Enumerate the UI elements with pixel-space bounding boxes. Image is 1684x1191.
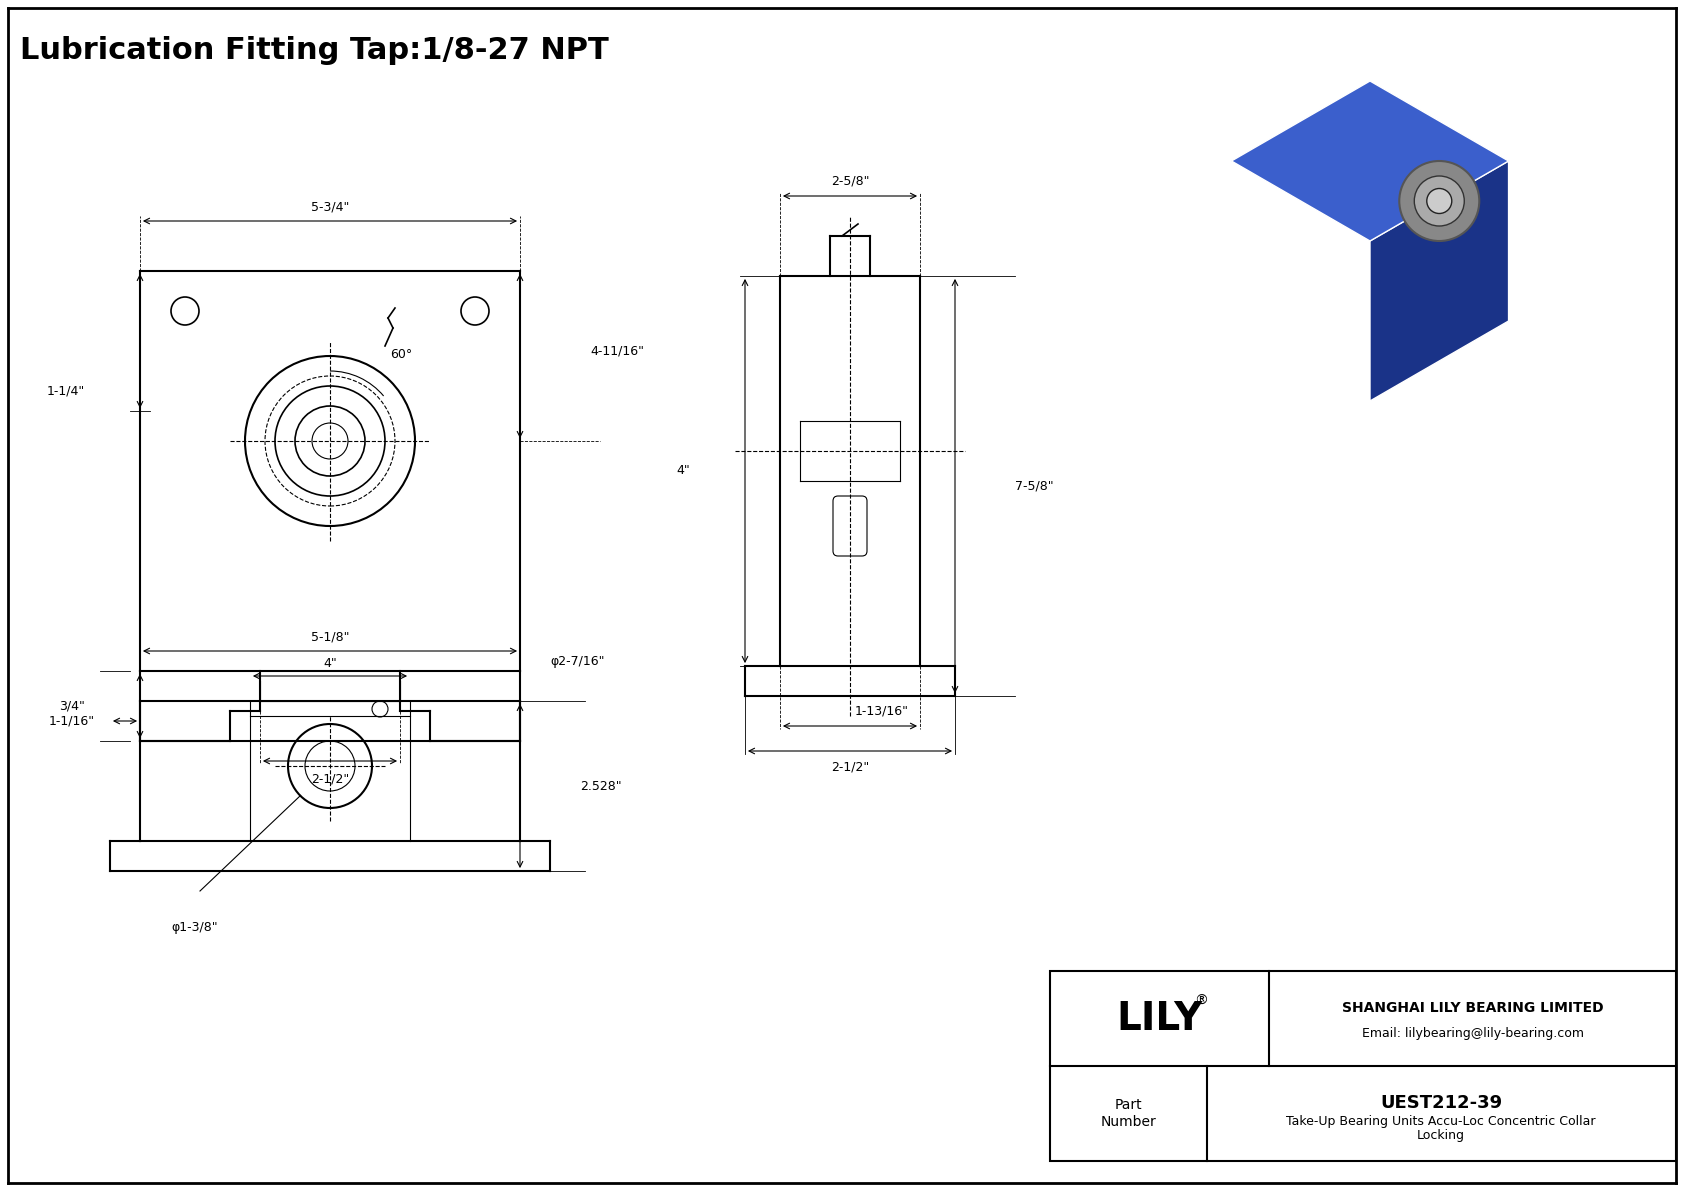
Text: ®: ® [1194, 993, 1209, 1008]
Text: 1-13/16": 1-13/16" [855, 705, 909, 718]
Text: 5-1/8": 5-1/8" [312, 630, 349, 643]
Text: Email: lilybearing@lily-bearing.com: Email: lilybearing@lily-bearing.com [1362, 1027, 1583, 1040]
Ellipse shape [1415, 176, 1465, 226]
Text: 1-1/16": 1-1/16" [49, 715, 94, 728]
Text: 2-1/2": 2-1/2" [830, 761, 869, 774]
Text: LILY: LILY [1116, 999, 1202, 1037]
Text: 2-1/2": 2-1/2" [312, 773, 349, 786]
Text: Take-Up Bearing Units Accu-Loc Concentric Collar
Locking: Take-Up Bearing Units Accu-Loc Concentri… [1287, 1115, 1596, 1142]
Text: 4": 4" [677, 464, 690, 478]
Polygon shape [1371, 81, 1509, 322]
Text: Part
Number: Part Number [1100, 1098, 1157, 1129]
Bar [1051, 971, 1676, 1161]
Text: φ2-7/16": φ2-7/16" [551, 655, 605, 667]
Polygon shape [1371, 161, 1509, 401]
Text: UEST212-39: UEST212-39 [1381, 1095, 1502, 1112]
Polygon shape [1231, 81, 1509, 241]
Text: φ1-3/8": φ1-3/8" [172, 921, 219, 934]
Text: Lubrication Fitting Tap:1/8-27 NPT: Lubrication Fitting Tap:1/8-27 NPT [20, 36, 608, 66]
Text: 4-11/16": 4-11/16" [589, 344, 643, 357]
Ellipse shape [1426, 188, 1452, 213]
Text: SHANGHAI LILY BEARING LIMITED: SHANGHAI LILY BEARING LIMITED [1342, 1002, 1603, 1016]
Text: 7-5/8": 7-5/8" [1015, 480, 1054, 493]
Text: 3/4": 3/4" [59, 699, 84, 712]
Text: 2-5/8": 2-5/8" [830, 175, 869, 188]
Text: 5-3/4": 5-3/4" [312, 200, 349, 213]
Ellipse shape [1399, 161, 1479, 241]
Text: 4": 4" [323, 657, 337, 671]
Text: 1-1/4": 1-1/4" [47, 385, 84, 398]
Text: 60°: 60° [391, 348, 413, 361]
Text: 2.528": 2.528" [579, 779, 621, 792]
